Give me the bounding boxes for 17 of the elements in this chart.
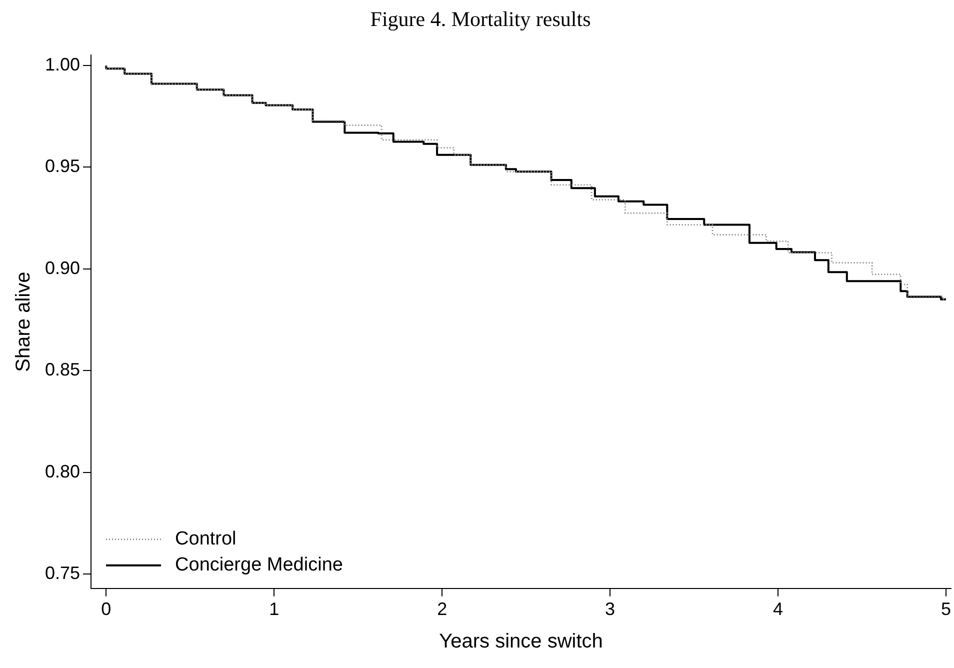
y-tick-label: 1.00 xyxy=(44,54,80,74)
y-tick-label: 0.75 xyxy=(44,563,80,584)
x-tick-label: 2 xyxy=(437,599,448,620)
x-tick-label: 4 xyxy=(773,599,784,620)
x-axis-title: Years since switch xyxy=(439,630,603,653)
y-tick-label: 0.90 xyxy=(44,258,80,278)
x-tick-label: 3 xyxy=(605,599,616,620)
y-tick-label: 0.95 xyxy=(44,156,80,176)
legend-label: Concierge Medicine xyxy=(175,554,343,576)
x-tick-label: 0 xyxy=(101,599,112,620)
x-tick-label: 1 xyxy=(269,599,280,620)
y-tick-label: 0.85 xyxy=(44,360,80,380)
chart-title: Figure 4. Mortality results xyxy=(370,7,591,32)
x-tick-label: 5 xyxy=(940,599,951,620)
y-axis-title: Share alive xyxy=(12,272,35,372)
y-tick-label: 0.80 xyxy=(44,461,80,482)
legend-label: Control xyxy=(175,528,236,550)
